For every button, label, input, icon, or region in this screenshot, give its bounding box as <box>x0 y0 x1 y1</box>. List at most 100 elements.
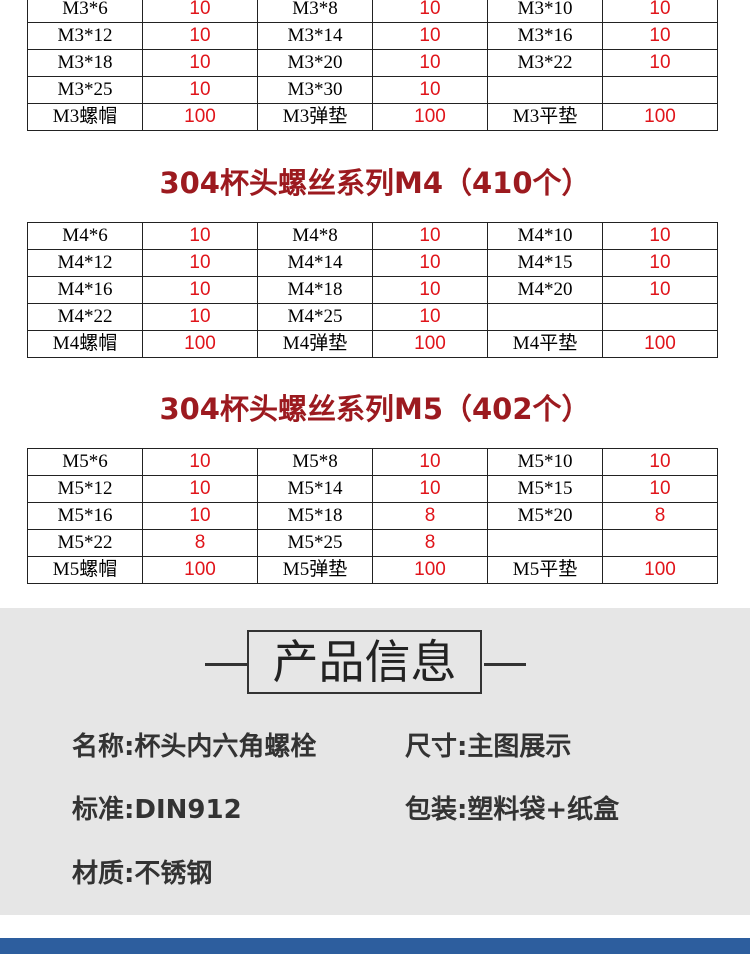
size-cell: M4*16 <box>27 276 143 304</box>
size-cell: M3*10 <box>487 0 603 23</box>
quantity-cell: 10 <box>372 0 488 23</box>
quantity-cell: 10 <box>372 276 488 304</box>
size-cell: M3*30 <box>257 76 373 104</box>
size-cell: M4*8 <box>257 222 373 250</box>
quantity-cell: 10 <box>602 475 718 503</box>
size-cell: M5*18 <box>257 502 373 530</box>
table-row: M5*6 10 M5*8 10 M5*10 10 <box>27 448 718 476</box>
info-heading: 产品信息 <box>247 630 482 694</box>
quantity-cell: 10 <box>142 276 258 304</box>
size-cell: M5*14 <box>257 475 373 503</box>
spec-table: M4*6 10 M4*8 10 M4*10 10 M4*12 10 M4*14 10 M4*15 10… <box>27 222 718 358</box>
size-cell: M5*10 <box>487 448 603 476</box>
size-cell: M4*20 <box>487 276 603 304</box>
table-row: M5*22 8 M5*25 8 <box>27 529 718 557</box>
size-cell <box>487 529 603 557</box>
size-cell: M5*25 <box>257 529 373 557</box>
quantity-cell: 10 <box>142 0 258 23</box>
size-cell <box>487 303 603 331</box>
quantity-cell: 100 <box>142 330 258 358</box>
quantity-cell: 10 <box>602 49 718 77</box>
section-title: 304杯头螺丝系列M4（410个） <box>159 166 591 200</box>
quantity-cell: 10 <box>142 448 258 476</box>
quantity-cell: 10 <box>372 22 488 50</box>
quantity-cell: 10 <box>372 303 488 331</box>
info-item: 标准:DIN912 <box>72 795 242 825</box>
info-item: 包装:塑料袋+纸盒 <box>405 795 620 825</box>
quantity-cell: 10 <box>142 249 258 277</box>
quantity-cell: 10 <box>372 475 488 503</box>
size-cell: M5平垫 <box>487 556 603 584</box>
size-cell: M3*12 <box>27 22 143 50</box>
size-cell: M3*25 <box>27 76 143 104</box>
quantity-cell: 10 <box>602 448 718 476</box>
size-cell: M4螺帽 <box>27 330 143 358</box>
info-item: 尺寸:主图展示 <box>405 732 572 762</box>
size-cell: M3弹垫 <box>257 103 373 131</box>
size-cell: M5*8 <box>257 448 373 476</box>
divider <box>484 663 526 666</box>
size-cell <box>487 76 603 104</box>
quantity-cell <box>602 529 718 557</box>
size-cell: M5*22 <box>27 529 143 557</box>
size-cell: M3*8 <box>257 0 373 23</box>
table-row: M4螺帽 100 M4弹垫 100 M4平垫 100 <box>27 330 718 358</box>
table-row: M3*18 10 M3*20 10 M3*22 10 <box>27 49 718 77</box>
size-cell: M5*6 <box>27 448 143 476</box>
size-cell: M4*12 <box>27 249 143 277</box>
quantity-cell: 10 <box>142 22 258 50</box>
info-panel <box>0 608 750 915</box>
size-cell: M3*20 <box>257 49 373 77</box>
quantity-cell: 10 <box>602 222 718 250</box>
table-row: M3*6 10 M3*8 10 M3*10 10 <box>27 0 718 23</box>
size-cell: M4*15 <box>487 249 603 277</box>
size-cell: M3*16 <box>487 22 603 50</box>
info-item: 名称:杯头内六角螺栓 <box>72 732 317 762</box>
quantity-cell: 10 <box>142 222 258 250</box>
table-row: M5*16 10 M5*18 8 M5*20 8 <box>27 502 718 530</box>
table-row: M4*22 10 M4*25 10 <box>27 303 718 331</box>
table-row: M3螺帽 100 M3弹垫 100 M3平垫 100 <box>27 103 718 131</box>
quantity-cell: 10 <box>142 76 258 104</box>
size-cell: M3*18 <box>27 49 143 77</box>
quantity-cell: 10 <box>372 76 488 104</box>
spec-table: M3*6 10 M3*8 10 M3*10 10 M3*12 10 M3*14 10 M3*16 10… <box>27 0 718 131</box>
quantity-cell: 10 <box>142 49 258 77</box>
quantity-cell: 10 <box>142 303 258 331</box>
quantity-cell <box>602 303 718 331</box>
quantity-cell: 10 <box>372 222 488 250</box>
table-row: M3*12 10 M3*14 10 M3*16 10 <box>27 22 718 50</box>
table-row: M5*12 10 M5*14 10 M5*15 10 <box>27 475 718 503</box>
size-cell: M4*10 <box>487 222 603 250</box>
spec-table: M5*6 10 M5*8 10 M5*10 10 M5*12 10 M5*14 10 M5*15 10… <box>27 448 718 584</box>
table-row: M4*16 10 M4*18 10 M4*20 10 <box>27 276 718 304</box>
table-row: M4*6 10 M4*8 10 M4*10 10 <box>27 222 718 250</box>
size-cell: M3*14 <box>257 22 373 50</box>
size-cell: M5螺帽 <box>27 556 143 584</box>
quantity-cell: 100 <box>142 103 258 131</box>
size-cell: M3螺帽 <box>27 103 143 131</box>
quantity-cell: 8 <box>372 529 488 557</box>
size-cell: M5弹垫 <box>257 556 373 584</box>
quantity-cell: 10 <box>372 49 488 77</box>
quantity-cell: 8 <box>142 529 258 557</box>
quantity-cell: 10 <box>602 22 718 50</box>
size-cell: M4*14 <box>257 249 373 277</box>
size-cell: M3*6 <box>27 0 143 23</box>
quantity-cell: 10 <box>602 0 718 23</box>
quantity-cell: 100 <box>602 103 718 131</box>
size-cell: M4平垫 <box>487 330 603 358</box>
size-cell: M4*18 <box>257 276 373 304</box>
size-cell: M4*22 <box>27 303 143 331</box>
info-item: 材质:不锈钢 <box>72 859 213 889</box>
size-cell: M4*25 <box>257 303 373 331</box>
size-cell: M5*12 <box>27 475 143 503</box>
table-row: M4*12 10 M4*14 10 M4*15 10 <box>27 249 718 277</box>
quantity-cell: 100 <box>142 556 258 584</box>
size-cell: M4弹垫 <box>257 330 373 358</box>
section-title: 304杯头螺丝系列M5（402个） <box>159 392 591 426</box>
quantity-cell <box>602 76 718 104</box>
quantity-cell: 10 <box>602 249 718 277</box>
quantity-cell: 10 <box>372 448 488 476</box>
